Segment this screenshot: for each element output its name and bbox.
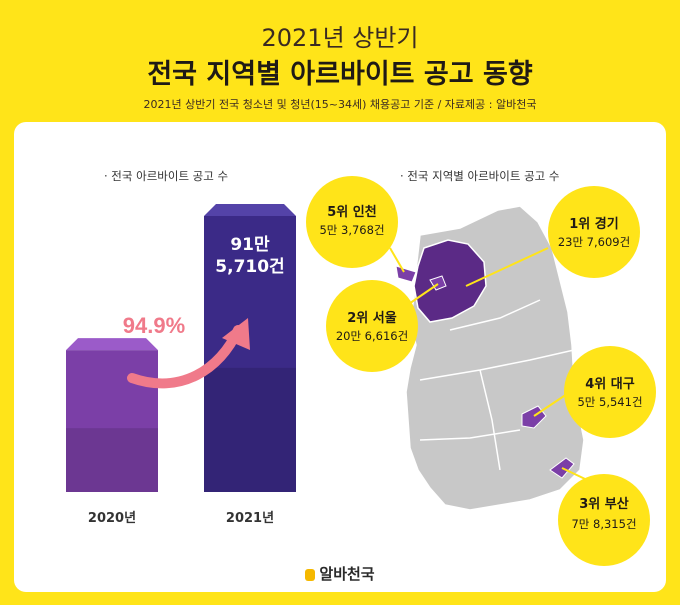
criteria-note: 2021년 상반기 전국 청소년 및 청년(15~34세) 채용공고 기준 / … (143, 98, 537, 111)
right-section-label: · 전국 지역별 아르바이트 공고 수 (400, 169, 560, 183)
left-section-label: · 전국 아르바이트 공고 수 (104, 169, 229, 183)
bee-icon (305, 568, 316, 581)
bar-shade-2020년 (66, 428, 158, 492)
bar-shade-2021년 (204, 367, 296, 492)
callout-daegu: 4위 대구 5만 5,541건 (564, 346, 656, 438)
map-region-line-1 (449, 299, 541, 331)
growth-arrow (127, 325, 243, 389)
category-label: 2020년 (88, 511, 136, 526)
bar-data-label: 91만 (230, 235, 270, 255)
growth-arrow-head (222, 318, 250, 350)
bar-2020년 (66, 350, 158, 492)
map-incheon (395, 265, 417, 283)
svg-text:20만 6,616건: 20만 6,616건 (336, 329, 408, 343)
page-title: 전국 지역별 아르바이트 공고 동향 (147, 59, 533, 90)
map-region-line-4 (419, 429, 521, 441)
bar-data-label: 5,710건 (215, 257, 284, 277)
leader-daegu (533, 391, 571, 417)
callout-busan: 3위 부산 7만 8,315건 (558, 474, 650, 566)
leader-gyeonggi (465, 247, 549, 287)
bar-top-2021년 (204, 204, 296, 216)
svg-text:3위 부산: 3위 부산 (579, 496, 628, 512)
svg-text:5위 인천: 5위 인천 (327, 204, 376, 220)
leader-incheon (389, 247, 405, 273)
logo-text: 알바천국 (319, 565, 375, 583)
svg-text:1위 경기: 1위 경기 (569, 216, 618, 232)
callout-seoul: 2위 서울 20만 6,616건 (326, 280, 418, 372)
period-title: 2021년 상반기 (261, 24, 419, 52)
map-region-line-3 (479, 369, 501, 471)
svg-text:5만 5,541건: 5만 5,541건 (577, 395, 642, 409)
svg-text:2위 서울: 2위 서울 (347, 310, 396, 326)
callout-gyeonggi: 1위 경기 23만 7,609건 (548, 186, 640, 278)
bar-top-2020년 (66, 338, 158, 351)
svg-text:7만 8,315건: 7만 8,315건 (571, 517, 636, 531)
svg-text:4위 대구: 4위 대구 (585, 377, 634, 392)
svg-text:23만 7,609건: 23만 7,609건 (558, 235, 630, 249)
map-region-line-2 (419, 349, 575, 381)
logo: 알바천국 (0, 563, 680, 584)
category-label: 2021년 (226, 511, 274, 526)
map-gyeonggi (413, 239, 487, 323)
callout-incheon: 5위 인천 5만 3,768건 (306, 176, 398, 268)
growth-label: 94.9% (123, 313, 185, 338)
svg-text:5만 3,768건: 5만 3,768건 (319, 223, 384, 237)
